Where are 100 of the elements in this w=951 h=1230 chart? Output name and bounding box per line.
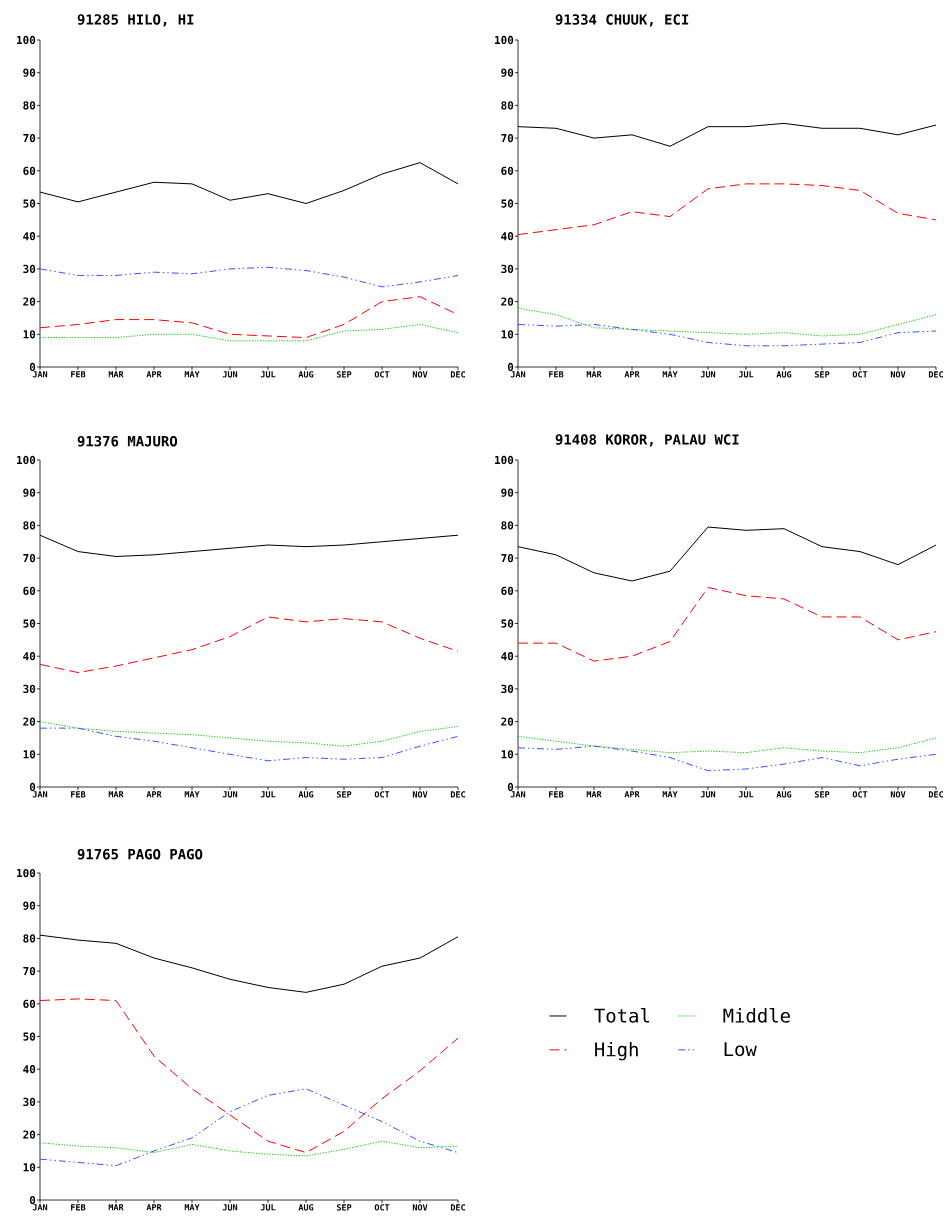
x-tick-label: JUL bbox=[260, 1204, 276, 1211]
y-tick-label: 70 bbox=[501, 133, 514, 143]
x-tick-label: AUG bbox=[298, 1204, 314, 1211]
x-tick-label: JAN bbox=[32, 371, 48, 378]
x-tick-label: FEB bbox=[549, 791, 564, 798]
y-tick-label: 10 bbox=[23, 330, 36, 339]
y-tick-label: 100 bbox=[17, 455, 36, 465]
x-tick-label: MAR bbox=[586, 371, 602, 378]
y-tick-label: 30 bbox=[501, 684, 514, 694]
x-tick-label: JAN bbox=[32, 791, 48, 798]
x-tick-label: MAY bbox=[184, 371, 200, 378]
x-tick-label: DEC bbox=[928, 791, 944, 798]
x-tick-label: APR bbox=[146, 371, 162, 378]
x-tick-label: NOV bbox=[890, 791, 906, 798]
y-tick-label: 90 bbox=[501, 68, 514, 77]
x-tick-label: AUG bbox=[776, 371, 792, 378]
x-tick-label: OCT bbox=[374, 1204, 390, 1211]
x-tick-label: JUN bbox=[222, 1204, 238, 1211]
x-tick-label: AUG bbox=[298, 791, 314, 798]
line-series bbox=[39, 266, 459, 288]
x-tick-label: JUN bbox=[700, 791, 716, 798]
line-series bbox=[517, 745, 937, 772]
x-tick-label: APR bbox=[146, 1204, 162, 1211]
x-tick-label: SEP bbox=[814, 371, 830, 378]
x-tick-label: NOV bbox=[412, 791, 428, 798]
y-tick-label: 50 bbox=[23, 199, 36, 208]
y-tick-label: 30 bbox=[23, 264, 36, 274]
chart-title: 91765 PAGO PAGO bbox=[77, 848, 203, 860]
y-tick-label: 30 bbox=[501, 264, 514, 274]
x-tick-label: JUL bbox=[260, 371, 276, 378]
x-tick-label: MAR bbox=[108, 791, 124, 798]
chart-title: 91334 CHUUK, ECI bbox=[555, 14, 689, 27]
y-tick-label: 20 bbox=[23, 1130, 36, 1139]
y-tick-label: 20 bbox=[23, 717, 36, 726]
y-tick-label: 0 bbox=[29, 362, 36, 372]
x-tick-label: MAY bbox=[662, 371, 678, 378]
y-tick-label: 80 bbox=[23, 521, 36, 530]
y-tick-label: 100 bbox=[17, 868, 36, 878]
line-series bbox=[517, 183, 937, 236]
x-tick-label: MAY bbox=[662, 791, 678, 798]
y-tick-label: 60 bbox=[23, 166, 36, 175]
y-tick-label: 80 bbox=[501, 101, 514, 110]
x-tick-label: APR bbox=[624, 791, 640, 798]
y-tick-label: 50 bbox=[501, 619, 514, 628]
x-tick-label: MAR bbox=[586, 791, 602, 798]
y-tick-label: 70 bbox=[23, 966, 36, 976]
x-tick-label: OCT bbox=[852, 371, 868, 378]
x-tick-label: JUL bbox=[738, 371, 754, 378]
y-tick-label: 20 bbox=[23, 297, 36, 306]
x-tick-label: SEP bbox=[814, 791, 830, 798]
y-tick-label: 50 bbox=[501, 199, 514, 208]
y-tick-label: 100 bbox=[495, 455, 514, 465]
y-tick-label: 40 bbox=[23, 1065, 36, 1074]
legend-label: Middle bbox=[723, 1008, 790, 1023]
x-tick-label: NOV bbox=[412, 1204, 428, 1211]
y-tick-label: 40 bbox=[23, 652, 36, 661]
x-tick-label: DEC bbox=[450, 1204, 466, 1211]
x-tick-label: DEC bbox=[450, 791, 466, 798]
y-tick-label: 100 bbox=[17, 35, 36, 45]
x-tick-label: MAR bbox=[108, 1204, 124, 1211]
y-tick-label: 30 bbox=[23, 684, 36, 694]
line-series bbox=[39, 1140, 459, 1157]
x-tick-label: SEP bbox=[336, 1204, 352, 1211]
x-tick-label: MAR bbox=[108, 371, 124, 378]
y-tick-label: 50 bbox=[23, 1032, 36, 1041]
x-tick-label: FEB bbox=[549, 371, 564, 378]
x-tick-label: NOV bbox=[890, 371, 906, 378]
x-tick-label: JUN bbox=[222, 791, 238, 798]
y-tick-label: 90 bbox=[23, 68, 36, 77]
y-tick-label: 90 bbox=[501, 488, 514, 497]
x-tick-label: FEB bbox=[71, 791, 86, 798]
y-tick-label: 90 bbox=[23, 488, 36, 497]
y-tick-label: 70 bbox=[23, 133, 36, 143]
line-series bbox=[39, 721, 459, 747]
x-tick-label: SEP bbox=[336, 371, 352, 378]
chart-title: 91408 KOROR, PALAU WCI bbox=[555, 434, 739, 447]
y-tick-label: 70 bbox=[23, 553, 36, 563]
y-tick-label: 80 bbox=[23, 101, 36, 110]
line-series bbox=[39, 998, 459, 1154]
x-tick-label: APR bbox=[624, 371, 640, 378]
y-tick-label: 0 bbox=[29, 782, 36, 792]
x-tick-label: MAY bbox=[184, 1204, 200, 1211]
line-series bbox=[517, 587, 937, 662]
x-tick-label: APR bbox=[146, 791, 162, 798]
x-tick-label: FEB bbox=[71, 1204, 86, 1211]
x-tick-label: OCT bbox=[374, 791, 390, 798]
y-tick-label: 60 bbox=[23, 586, 36, 595]
x-tick-label: OCT bbox=[374, 371, 390, 378]
x-tick-label: JAN bbox=[510, 791, 526, 798]
x-tick-label: JUL bbox=[738, 791, 754, 798]
y-tick-label: 70 bbox=[501, 553, 514, 563]
x-tick-label: JUL bbox=[260, 791, 276, 798]
y-tick-label: 50 bbox=[23, 619, 36, 628]
y-tick-label: 0 bbox=[507, 782, 514, 792]
y-tick-label: 10 bbox=[23, 1163, 36, 1172]
y-tick-label: 60 bbox=[501, 586, 514, 595]
x-tick-label: MAY bbox=[184, 791, 200, 798]
x-tick-label: SEP bbox=[336, 791, 352, 798]
x-tick-label: NOV bbox=[412, 371, 428, 378]
y-tick-label: 90 bbox=[23, 901, 36, 910]
